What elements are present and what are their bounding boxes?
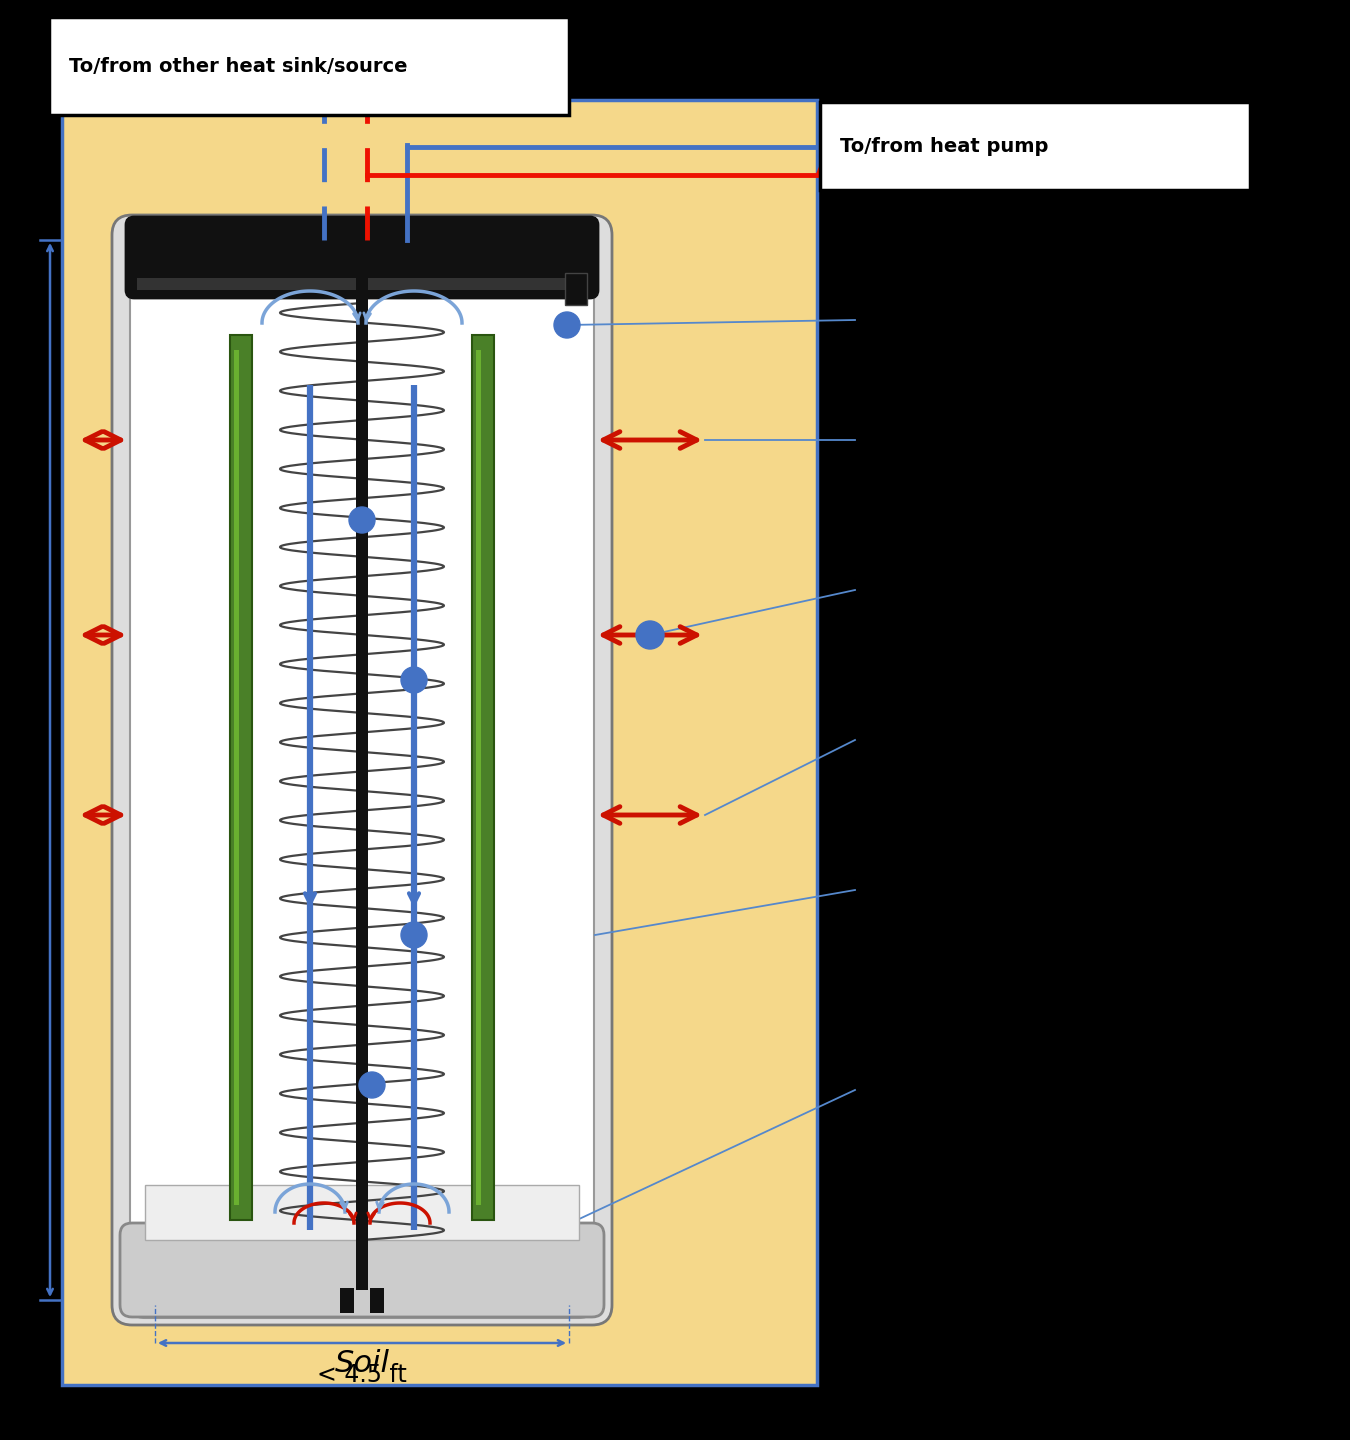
Bar [136,278,587,289]
FancyBboxPatch shape [112,215,612,1325]
FancyBboxPatch shape [126,217,598,298]
Text: To/from heat pump: To/from heat pump [840,137,1049,156]
Bar [566,274,587,305]
Bar [234,350,239,1205]
FancyBboxPatch shape [120,1223,603,1318]
Bar [370,1287,383,1313]
Bar [230,336,252,1220]
Bar [340,1287,354,1313]
Circle shape [350,507,375,533]
FancyBboxPatch shape [130,220,594,1318]
Text: To/from other heat sink/source: To/from other heat sink/source [69,56,408,75]
Text: < 4.5 ft: < 4.5 ft [317,1364,406,1387]
Text: Soil: Soil [335,1349,390,1378]
Circle shape [401,922,427,948]
FancyBboxPatch shape [819,102,1250,190]
Bar [477,350,481,1205]
Circle shape [554,312,580,338]
Circle shape [636,621,664,649]
Bar [62,99,817,1385]
Circle shape [359,1071,385,1099]
Bar [472,336,494,1220]
Bar [356,240,369,1290]
Circle shape [401,667,427,693]
FancyBboxPatch shape [49,17,568,115]
Bar [144,1185,579,1240]
